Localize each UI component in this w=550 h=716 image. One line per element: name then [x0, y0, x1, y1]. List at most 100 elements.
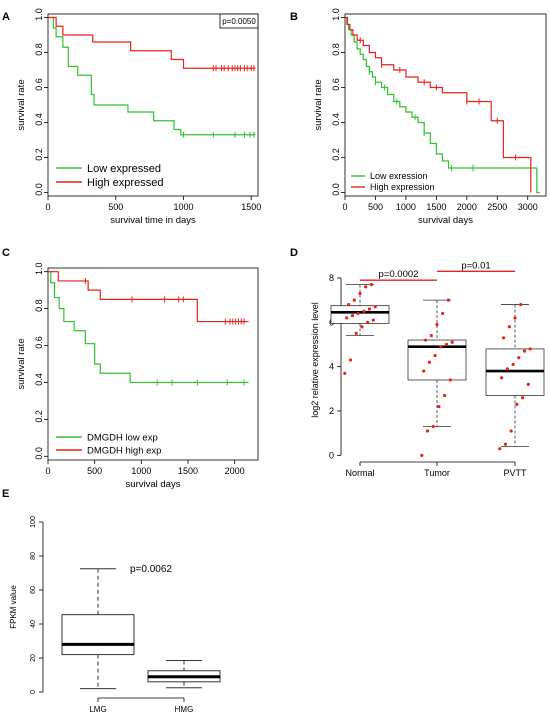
y-tick-label: 0.6 [331, 78, 341, 91]
data-point [424, 338, 428, 342]
y-tick-label: 0.8 [34, 43, 44, 56]
comparison-p-value: p=0.01 [461, 260, 490, 271]
data-point [439, 345, 443, 349]
panel-c: C 0 500 1000 1500 2000 0.0 0.2 0.4 0.6 0.8 1.0 surv… [2, 247, 259, 490]
x-tick-label: 500 [108, 202, 123, 212]
y-tick-label: 0.0 [34, 447, 44, 460]
x-tick-label: 1000 [131, 466, 151, 476]
x-axis-label: survival days [126, 479, 181, 490]
panel-b: B 0 500 1000 1500 2000 2500 3000 0.0 0.2 0.4 0.6 0.… [290, 8, 547, 226]
panel-a-letter: A [2, 11, 10, 23]
y-tick-label: 0.4 [34, 113, 44, 126]
legend-entry: DMGDH high exp [87, 445, 161, 456]
data-point [511, 362, 515, 367]
series-line-red [48, 271, 249, 323]
panel-b-letter: B [290, 11, 298, 23]
x-tick-label: HMG [175, 705, 194, 714]
data-point [522, 349, 527, 353]
y-tick-label: 0 [30, 690, 37, 694]
data-point [528, 347, 532, 351]
data-point [345, 316, 349, 320]
data-point [369, 283, 373, 287]
data-point [354, 331, 358, 335]
data-point [350, 314, 354, 318]
data-point [446, 298, 450, 302]
y-tick-label: 0.0 [34, 183, 44, 196]
x-tick-label: PVTT [503, 468, 527, 478]
y-tick-label: 0.0 [331, 183, 341, 196]
data-point [356, 311, 360, 316]
data-point [444, 342, 449, 347]
p-value-annotation: p=0.0050 [222, 17, 256, 26]
x-tick-label: 1500 [241, 202, 261, 212]
x-tick-label: 3000 [518, 202, 538, 212]
data-point [443, 393, 447, 398]
data-point [364, 285, 368, 289]
data-point [515, 402, 519, 406]
y-tick-label: 1.0 [34, 8, 44, 21]
data-point [503, 442, 508, 446]
panel-a: A 0 500 1000 1500 0.0 0.2 0.4 0.6 0.8 1.0 survival… [2, 8, 261, 226]
y-axis-label: log2 relative expression level [310, 302, 320, 418]
y-tick-label: 80 [30, 552, 37, 560]
data-point [437, 404, 441, 409]
y-axis-label: survival rate [313, 79, 324, 130]
data-point [422, 369, 426, 373]
x-tick-label: 2500 [487, 202, 507, 212]
plot-frame [47, 13, 259, 197]
y-tick-label: 40 [30, 620, 37, 628]
y-tick-label: 0.2 [34, 148, 44, 161]
data-point [513, 316, 517, 320]
data-point [502, 336, 506, 340]
box [330, 305, 390, 324]
series-line-green [345, 16, 540, 194]
x-tick-label: Tumor [424, 468, 450, 478]
panel-d: D 02468log2 relative expression levelNor… [290, 247, 545, 478]
data-point [526, 382, 530, 386]
data-point [371, 318, 375, 322]
y-tick-label: 0.6 [34, 78, 44, 91]
x-tick-label: 1000 [396, 202, 416, 212]
data-point [498, 447, 502, 451]
y-tick-label: 20 [30, 654, 37, 662]
data-point [509, 429, 513, 433]
x-tick-label: 0 [45, 202, 50, 212]
y-tick-label: 0 [329, 450, 334, 460]
box [61, 614, 135, 656]
panel-e-letter: E [2, 488, 9, 500]
data-point [517, 356, 521, 360]
x-tick-label: 500 [87, 466, 102, 476]
y-tick-label: 4 [329, 362, 334, 372]
x-tick-label: 1000 [173, 202, 193, 212]
x-tick-label: 2000 [225, 466, 245, 476]
legend-entry: DMGDH low exp [87, 432, 158, 443]
panel-d-letter: D [290, 247, 298, 259]
data-point [507, 325, 511, 329]
data-point [367, 307, 372, 311]
x-tick-label: 1500 [426, 202, 446, 212]
data-point [362, 309, 366, 313]
plot-frame [344, 13, 547, 197]
data-point [373, 305, 377, 309]
y-axis-label: FPKM value [9, 585, 18, 629]
legend-entry: High expression [370, 182, 435, 192]
data-point [519, 302, 523, 307]
data-point [348, 358, 353, 362]
x-axis-label: survival time in days [110, 215, 196, 226]
comparison-p-value: p=0.0002 [379, 269, 419, 280]
x-tick-label: Normal [345, 468, 374, 478]
data-point [500, 376, 504, 380]
data-point [521, 396, 525, 400]
series-line-red [345, 16, 532, 193]
y-axis-label: survival rate [16, 79, 27, 130]
series-line-green [48, 271, 249, 384]
data-point [427, 360, 431, 364]
x-tick-label: 1500 [178, 466, 198, 476]
y-axis-label: survival rate [16, 338, 27, 389]
legend-entry: Low exression [370, 171, 428, 181]
y-tick-label: 0.4 [34, 373, 44, 386]
y-tick-label: 2 [329, 406, 334, 416]
y-tick-label: 0.2 [331, 148, 341, 161]
data-point [431, 424, 435, 429]
y-tick-label: 60 [30, 586, 37, 594]
